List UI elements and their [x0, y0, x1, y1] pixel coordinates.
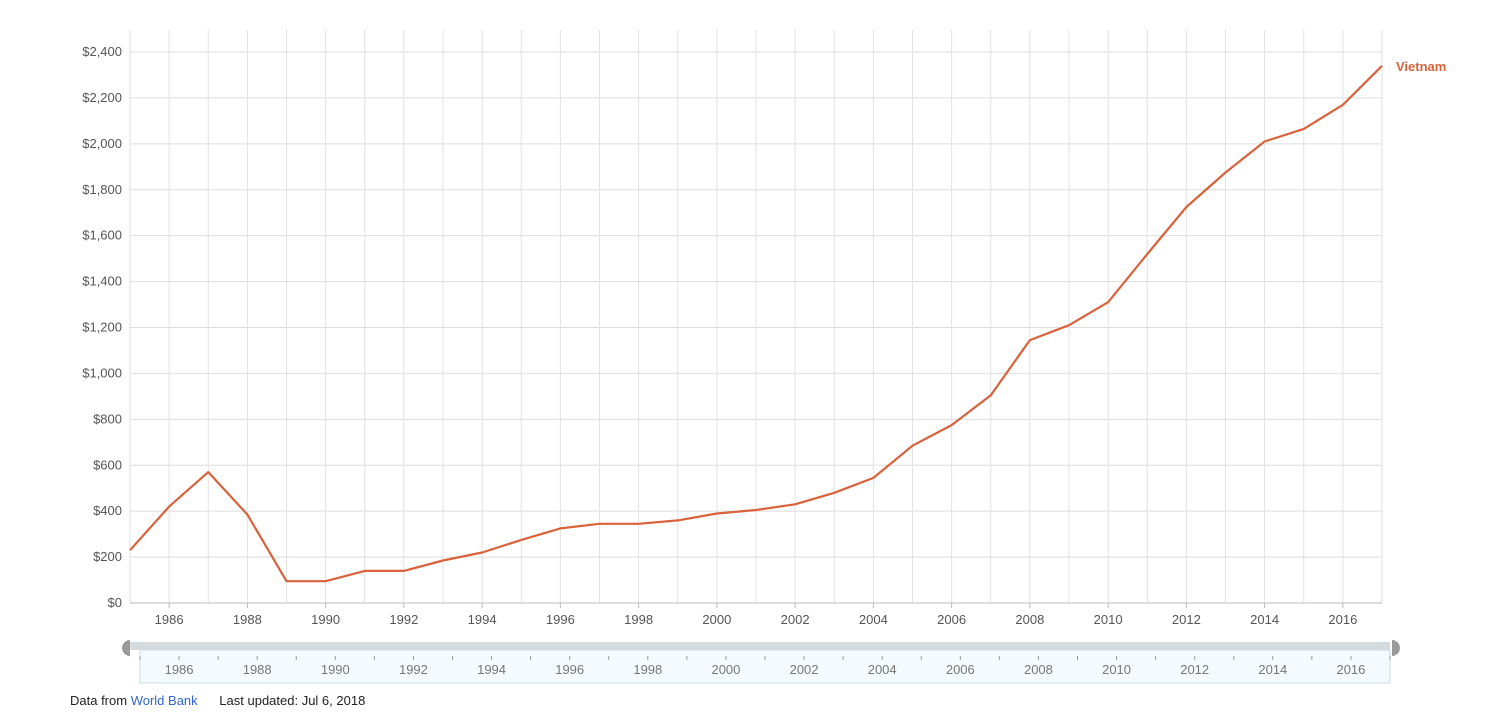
navigator-left-handle[interactable]	[122, 640, 130, 656]
y-tick-label: $400	[93, 503, 122, 518]
navigator-label: 1992	[399, 662, 428, 677]
navigator-label: 1994	[477, 662, 506, 677]
y-tick-label: $200	[93, 549, 122, 564]
x-axis: 1986 1988 1990 1992 1994 1996 1998 2000 2002 2004…	[130, 602, 1382, 627]
range-navigator[interactable]: 1986 1988 1990 1992 1994 1996 1998 2000 2002 2004…	[122, 640, 1400, 684]
x-tick-label: 1998	[624, 612, 653, 627]
navigator-label: 2000	[711, 662, 740, 677]
navigator-label: 1998	[633, 662, 662, 677]
navigator-label: 1988	[243, 662, 272, 677]
x-tick-label: 2002	[781, 612, 810, 627]
grid	[129, 30, 1383, 604]
x-tick-label: 2000	[702, 612, 731, 627]
navigator-label: 1990	[321, 662, 350, 677]
y-tick-label: $2,000	[82, 136, 122, 151]
y-tick-label: $1,200	[82, 320, 122, 335]
navigator-label: 2008	[1024, 662, 1053, 677]
y-tick-label: $1,400	[82, 274, 122, 289]
navigator-label: 2014	[1258, 662, 1287, 677]
navigator-label: 2006	[946, 662, 975, 677]
last-updated: Last updated: Jul 6, 2018	[219, 693, 366, 708]
footer: Data from World Bank Last updated: Jul 6…	[70, 693, 365, 708]
x-tick-label: 1994	[468, 612, 497, 627]
x-tick-label: 1988	[233, 612, 262, 627]
x-tick-label: 2012	[1172, 612, 1201, 627]
navigator-right-handle[interactable]	[1392, 640, 1400, 656]
x-tick-label: 1986	[155, 612, 184, 627]
y-tick-label: $1,000	[82, 365, 122, 380]
navigator-track[interactable]	[139, 649, 1391, 684]
y-tick-label: $2,400	[82, 44, 122, 59]
x-tick-label: 2016	[1328, 612, 1357, 627]
y-tick-label: $2,200	[82, 90, 122, 105]
x-tick-label: 1992	[389, 612, 418, 627]
navigator-label: 1986	[165, 662, 194, 677]
y-tick-label: $800	[93, 411, 122, 426]
x-tick-label: 1996	[546, 612, 575, 627]
series-group: Vietnam	[129, 59, 1446, 583]
data-source-link[interactable]: World Bank	[130, 693, 198, 708]
navigator-label: 2004	[868, 662, 897, 677]
y-tick-label: $0	[108, 595, 122, 610]
x-tick-label: 2010	[1094, 612, 1123, 627]
x-tick-label: 2008	[1015, 612, 1044, 627]
x-tick-label: 1990	[311, 612, 340, 627]
navigator-label: 2016	[1336, 662, 1365, 677]
data-source-prefix: Data from	[70, 693, 128, 708]
navigator-label: 2012	[1180, 662, 1209, 677]
x-tick-label: 2014	[1250, 612, 1279, 627]
navigator-label: 1996	[555, 662, 584, 677]
navigator-bar[interactable]	[130, 642, 1390, 650]
y-tick-label: $1,600	[82, 228, 122, 243]
x-tick-label: 2004	[859, 612, 888, 627]
navigator-label: 2010	[1102, 662, 1131, 677]
x-tick-label: 2006	[937, 612, 966, 627]
y-tick-label: $600	[93, 457, 122, 472]
navigator-label: 2002	[790, 662, 819, 677]
series-label: Vietnam	[1396, 59, 1446, 74]
y-tick-label: $1,800	[82, 182, 122, 197]
y-axis: $0 $200 $400 $600 $800 $1,000 $1,200 $1,400 $1,6…	[82, 44, 122, 610]
